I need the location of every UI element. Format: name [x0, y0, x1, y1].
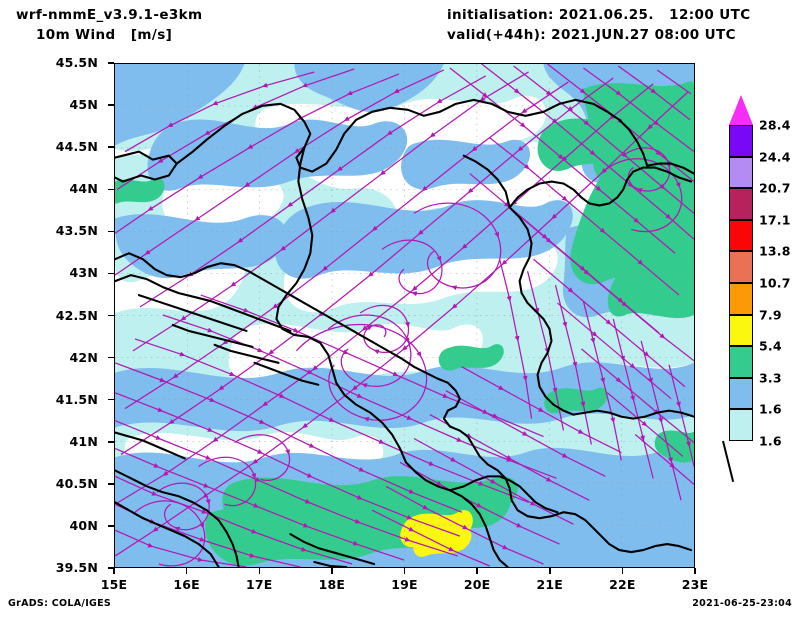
latitude-tick-mark — [108, 441, 114, 443]
longitude-axis: 15E 16E 17E 18E 19E 20E 21E 22E 23E — [101, 568, 708, 598]
latitude-tick-mark — [108, 356, 114, 359]
latitude-tick-label: 44N — [69, 181, 98, 197]
longitude-tick-mark — [549, 568, 551, 574]
colorbar-band — [729, 251, 753, 283]
colorbar-band — [729, 156, 753, 189]
latitude-tick-mark — [108, 398, 114, 401]
colorbar-tail — [722, 440, 734, 482]
colorbar-band — [729, 346, 753, 378]
longitude-tick-label: 22E — [609, 577, 636, 592]
wind-speed-colorbar[interactable]: 28.4 24.4 20.7 17.1 13.8 10.7 7.9 5.4 3.3 1.6 1.6 — [729, 95, 790, 449]
longitude-tick-mark — [113, 568, 115, 574]
latitude-tick-label: 42.5N — [55, 307, 98, 323]
longitude-tick-label: 20E — [463, 577, 491, 592]
colorbar-tick-label: 20.7 — [759, 180, 791, 196]
latitude-tick-label: 44.5N — [55, 139, 98, 155]
colorbar-band — [729, 409, 753, 441]
model-title: wrf-nmmE_v3.9.1-e3km — [16, 7, 203, 23]
colorbar-tick-label: 10.7 — [759, 275, 791, 291]
longitude-tick-label: 23E — [681, 577, 709, 592]
latitude-axis: 39.5N 40N 40.5N 41N 41.5N 42N 42.5N 43N 43.5N 44N… — [0, 55, 114, 575]
colorbar-band — [729, 125, 753, 157]
colorbar-tick-label: 1.6 — [759, 433, 782, 449]
colorbar-band — [729, 188, 753, 220]
latitude-tick-label: 43.5N — [55, 223, 98, 239]
longitude-tick-mark — [476, 568, 478, 574]
longitude-tick-label: 19E — [391, 577, 418, 592]
latitude-tick-label: 39.5N — [55, 560, 98, 575]
latitude-tick-mark — [108, 146, 114, 148]
latitude-tick-mark — [108, 272, 114, 275]
longitude-tick-label: 17E — [245, 577, 273, 592]
longitude-tick-mark — [185, 568, 188, 574]
latitude-tick-mark — [108, 567, 114, 569]
longitude-tick-mark — [621, 568, 624, 574]
latitude-tick-label: 40.5N — [55, 475, 98, 491]
coastline-borders — [115, 98, 694, 567]
latitude-tick-label: 40N — [69, 517, 98, 533]
colorbar-tick-label: 5.4 — [759, 338, 782, 354]
map-plot-area[interactable] — [114, 63, 695, 568]
longitude-tick-label: 15E — [100, 577, 128, 592]
latitude-tick-mark — [108, 104, 114, 106]
latitude-tick-label: 41N — [69, 433, 98, 449]
latitude-tick-label: 42N — [69, 349, 98, 365]
colorbar-tick-label: 1.6 — [759, 401, 782, 417]
colorbar-tick-label: 3.3 — [759, 370, 782, 386]
latitude-tick-mark — [108, 314, 114, 317]
colorbar-band — [729, 219, 753, 252]
latitude-tick-mark — [108, 62, 114, 64]
wind-speed-map — [115, 64, 694, 567]
longitude-tick-mark — [258, 568, 260, 574]
latitude-tick-label: 45N — [69, 97, 98, 113]
colorbar-tick-label: 7.9 — [759, 307, 782, 323]
latitude-tick-label: 41.5N — [55, 391, 98, 407]
longitude-tick-label: 21E — [536, 577, 564, 592]
colorbar-band — [729, 314, 753, 347]
latitude-tick-label: 45.5N — [55, 55, 98, 70]
longitude-tick-mark — [403, 568, 406, 574]
colorbar-tick-label: 28.4 — [759, 117, 791, 133]
colorbar-tick-label: 24.4 — [759, 149, 791, 165]
longitude-tick-label: 16E — [173, 577, 200, 592]
latitude-tick-mark — [108, 188, 114, 190]
latitude-tick-label: 43N — [69, 265, 98, 281]
colorbar-band — [729, 377, 753, 410]
longitude-tick-mark — [331, 568, 333, 574]
grads-credit: GrADS: COLA/IGES — [8, 598, 112, 609]
colorbar-overflow-tip — [729, 95, 753, 125]
colorbar-tick-label: 13.8 — [759, 243, 791, 259]
valid-time: valid(+44h): 2021.JUN.27 08:00 UTC — [447, 27, 736, 43]
colorbar-band — [729, 283, 753, 315]
longitude-tick-label: 18E — [318, 577, 346, 592]
latitude-tick-mark — [108, 230, 114, 233]
longitude-tick-mark — [694, 568, 696, 574]
latitude-tick-mark — [108, 525, 114, 527]
colorbar-tick-label: 17.1 — [759, 212, 791, 228]
initialisation-time: initialisation: 2021.06.25. 12:00 UTC — [447, 7, 751, 23]
variable-title: 10m Wind [m/s] — [36, 27, 173, 43]
render-timestamp: 2021-06-25-23:04 — [692, 598, 792, 609]
latitude-tick-mark — [108, 483, 114, 485]
